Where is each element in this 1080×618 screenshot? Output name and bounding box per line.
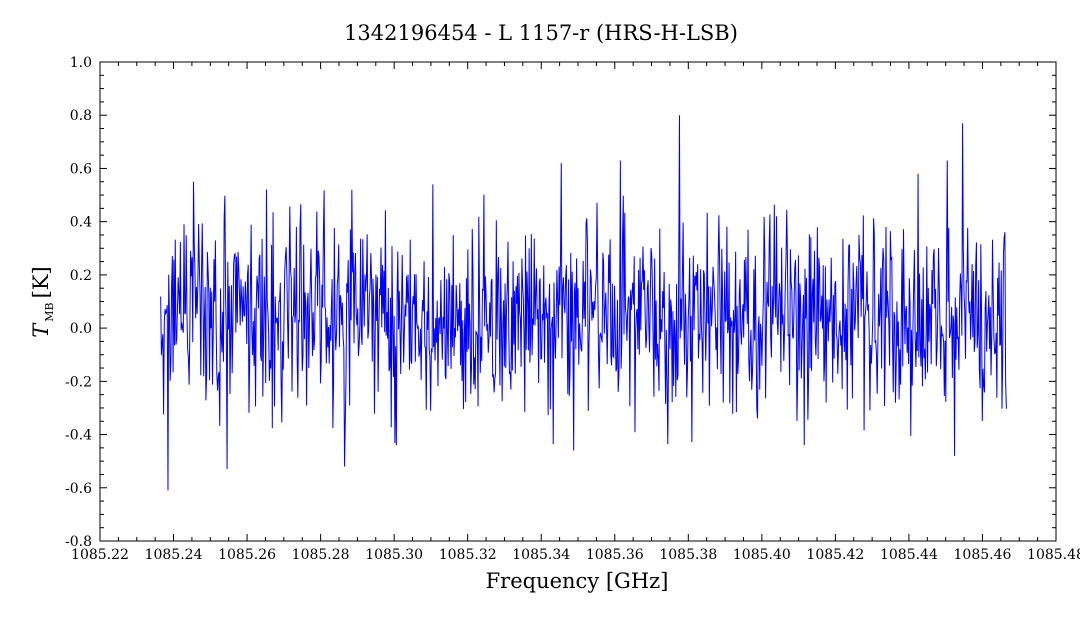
x-tick-label: 1085.22 [71, 547, 129, 563]
x-tick-label: 1085.36 [586, 547, 644, 563]
x-tick-label: 1085.34 [512, 547, 570, 563]
x-tick-label: 1085.44 [880, 547, 938, 563]
y-tick-label: 0.0 [70, 321, 92, 337]
y-tick-label: -0.2 [65, 374, 92, 390]
y-tick-label: 0.2 [70, 268, 92, 284]
y-tick-label: -0.6 [65, 481, 92, 497]
y-axis-subscript: MB [43, 302, 56, 321]
chart-title: 1342196454 - L 1157-r (HRS-H-LSB) [344, 21, 738, 45]
y-tick-label: -0.4 [65, 428, 92, 444]
series-layer [160, 115, 1007, 491]
y-tick-label: 1.0 [70, 55, 92, 71]
y-axis-unit: [K] [29, 266, 53, 298]
x-axis-label: Frequency [GHz] [486, 569, 669, 593]
x-tick-label: 1085.32 [439, 547, 497, 563]
y-tick-label: -0.8 [65, 534, 92, 550]
y-tick-label: 0.4 [70, 215, 92, 231]
x-tick-label: 1085.48 [1027, 547, 1080, 563]
y-tick-label: 0.6 [70, 161, 92, 177]
x-tick-label: 1085.46 [954, 547, 1012, 563]
x-tick-label: 1085.40 [733, 547, 791, 563]
x-tick-label: 1085.38 [659, 547, 717, 563]
y-axis-symbol: T [29, 322, 53, 338]
x-tick-label: 1085.28 [292, 547, 350, 563]
svg-text:TMB[K]: TMB [K] [29, 266, 56, 337]
spectrum-line [160, 115, 1007, 491]
x-tick-label: 1085.30 [365, 547, 423, 563]
axes-layer: 1085.22 1085.24 1085.26 1085.28 1085.30 1085.… [65, 55, 1080, 563]
y-axis-label: TMB [K] [29, 266, 56, 337]
y-tick-label: 0.8 [70, 108, 92, 124]
x-tick-label: 1085.24 [145, 547, 203, 563]
x-tick-label: 1085.26 [218, 547, 276, 563]
x-tick-label: 1085.42 [806, 547, 864, 563]
